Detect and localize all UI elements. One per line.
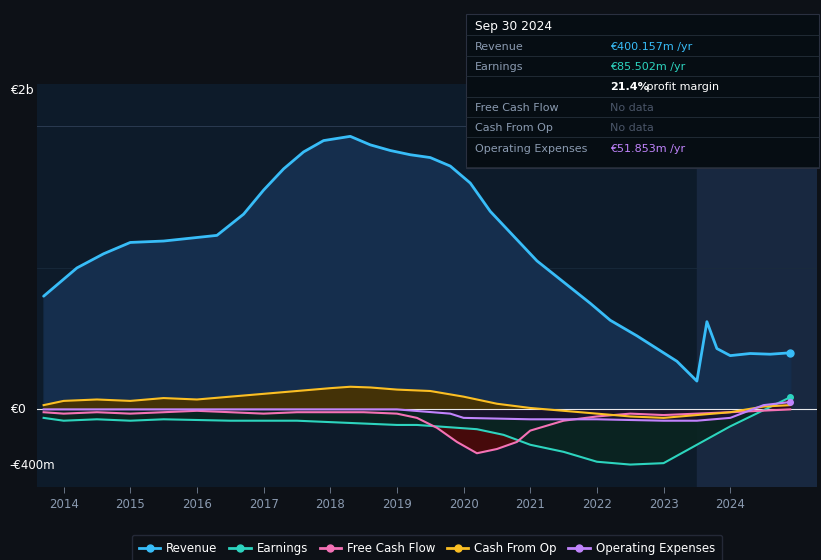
- Text: Cash From Op: Cash From Op: [475, 123, 553, 133]
- Text: Earnings: Earnings: [475, 62, 523, 72]
- Text: Revenue: Revenue: [475, 41, 523, 52]
- Text: €85.502m /yr: €85.502m /yr: [610, 62, 686, 72]
- Text: €51.853m /yr: €51.853m /yr: [610, 143, 686, 153]
- Text: €2b: €2b: [10, 84, 34, 97]
- Text: 21.4%: 21.4%: [610, 82, 649, 92]
- Text: Sep 30 2024: Sep 30 2024: [475, 20, 552, 33]
- Text: Free Cash Flow: Free Cash Flow: [475, 103, 558, 113]
- Text: profit margin: profit margin: [643, 82, 719, 92]
- Text: €0: €0: [10, 403, 25, 416]
- Bar: [697, 84, 817, 487]
- Text: €400.157m /yr: €400.157m /yr: [610, 41, 692, 52]
- Legend: Revenue, Earnings, Free Cash Flow, Cash From Op, Operating Expenses: Revenue, Earnings, Free Cash Flow, Cash …: [132, 535, 722, 560]
- Text: Operating Expenses: Operating Expenses: [475, 143, 587, 153]
- Text: -€400m: -€400m: [10, 459, 55, 473]
- Text: No data: No data: [610, 123, 654, 133]
- Text: No data: No data: [610, 103, 654, 113]
